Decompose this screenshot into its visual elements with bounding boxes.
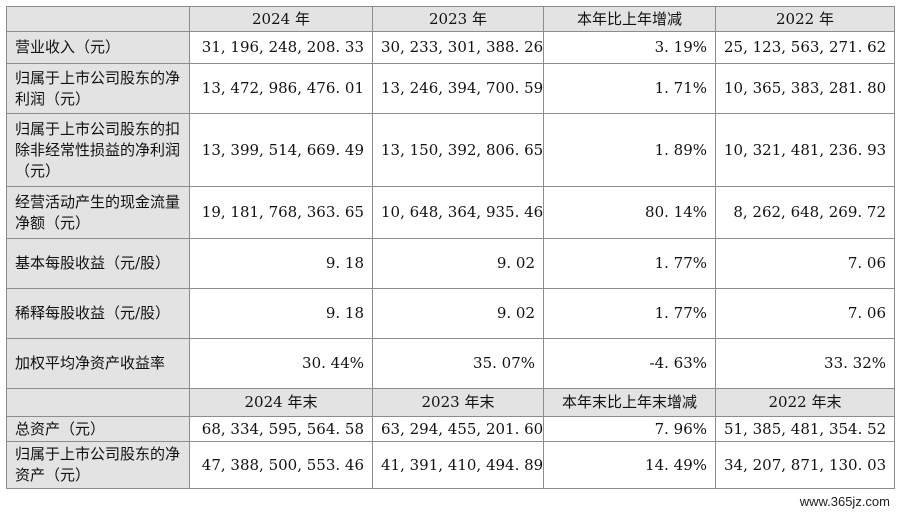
value-2022: 7. 06 [715, 238, 895, 289]
value-2024: 13, 472, 986, 476. 01 [189, 63, 373, 114]
table-row: 经营活动产生的现金流量净额（元） 19, 181, 768, 363. 65 1… [6, 186, 895, 239]
header-cell-change: 本年比上年增减 [543, 6, 716, 32]
value-2022: 33. 32% [715, 338, 895, 389]
value-change: 1. 71% [543, 63, 716, 114]
header-cell-blank [6, 6, 190, 32]
value-2023: 10, 648, 364, 935. 46 [372, 186, 544, 239]
value-change-end: 7. 96% [543, 416, 716, 442]
row-label: 归属于上市公司股东的净利润（元） [6, 63, 190, 114]
header-cell-2022: 2022 年 [715, 6, 895, 32]
row-label: 经营活动产生的现金流量净额（元） [6, 186, 190, 239]
header-cell-2024-end: 2024 年末 [189, 388, 373, 417]
value-2023: 30, 233, 301, 388. 26 [372, 31, 544, 64]
value-2024: 9. 18 [189, 288, 373, 339]
row-label: 加权平均净资产收益率 [6, 338, 190, 389]
value-2023: 9. 02 [372, 238, 544, 289]
value-2024-end: 47, 388, 500, 553. 46 [189, 441, 373, 489]
header-cell-2022-end: 2022 年末 [715, 388, 895, 417]
value-2024: 19, 181, 768, 363. 65 [189, 186, 373, 239]
value-2023: 35. 07% [372, 338, 544, 389]
header-cell-blank [6, 388, 190, 417]
value-change-end: 14. 49% [543, 441, 716, 489]
value-change: 80. 14% [543, 186, 716, 239]
row-label: 基本每股收益（元/股） [6, 238, 190, 289]
header-cell-change-end: 本年末比上年末增减 [543, 388, 716, 417]
watermark-text: www.365jz.com [797, 494, 892, 509]
row-label: 稀释每股收益（元/股） [6, 288, 190, 339]
value-change: 3. 19% [543, 31, 716, 64]
value-2024: 13, 399, 514, 669. 49 [189, 113, 373, 187]
value-2023: 13, 150, 392, 806. 65 [372, 113, 544, 187]
value-2022: 10, 321, 481, 236. 93 [715, 113, 895, 187]
value-2022-end: 51, 385, 481, 354. 52 [715, 416, 895, 442]
value-2023: 9. 02 [372, 288, 544, 339]
header-row-yearend: 2024 年末 2023 年末 本年末比上年末增减 2022 年末 [6, 388, 895, 417]
value-2024-end: 68, 334, 595, 564. 58 [189, 416, 373, 442]
value-2022: 7. 06 [715, 288, 895, 339]
table-row: 基本每股收益（元/股） 9. 18 9. 02 1. 77% 7. 06 [6, 238, 895, 289]
header-cell-2023: 2023 年 [372, 6, 544, 32]
value-2022: 25, 123, 563, 271. 62 [715, 31, 895, 64]
table-row: 归属于上市公司股东的净资产（元） 47, 388, 500, 553. 46 4… [6, 441, 895, 489]
table-row: 加权平均净资产收益率 30. 44% 35. 07% -4. 63% 33. 3… [6, 338, 895, 389]
value-2022-end: 34, 207, 871, 130. 03 [715, 441, 895, 489]
row-label: 总资产（元） [6, 416, 190, 442]
financial-summary-table: 2024 年 2023 年 本年比上年增减 2022 年 营业收入（元） 31,… [6, 6, 895, 489]
header-cell-2023-end: 2023 年末 [372, 388, 544, 417]
row-label: 归属于上市公司股东的净资产（元） [6, 441, 190, 489]
table-row: 稀释每股收益（元/股） 9. 18 9. 02 1. 77% 7. 06 [6, 288, 895, 339]
value-change: 1. 77% [543, 238, 716, 289]
value-2023: 13, 246, 394, 700. 59 [372, 63, 544, 114]
value-2024: 31, 196, 248, 208. 33 [189, 31, 373, 64]
table-row: 归属于上市公司股东的扣除非经常性损益的净利润（元） 13, 399, 514, … [6, 113, 895, 187]
row-label: 归属于上市公司股东的扣除非经常性损益的净利润（元） [6, 113, 190, 187]
value-2022: 8, 262, 648, 269. 72 [715, 186, 895, 239]
table-row: 总资产（元） 68, 334, 595, 564. 58 63, 294, 45… [6, 416, 895, 442]
value-2022: 10, 365, 383, 281. 80 [715, 63, 895, 114]
value-change: 1. 77% [543, 288, 716, 339]
value-change: 1. 89% [543, 113, 716, 187]
row-label: 营业收入（元） [6, 31, 190, 64]
table-row: 营业收入（元） 31, 196, 248, 208. 33 30, 233, 3… [6, 31, 895, 64]
header-row-annual: 2024 年 2023 年 本年比上年增减 2022 年 [6, 6, 895, 32]
value-2024: 9. 18 [189, 238, 373, 289]
table-row: 归属于上市公司股东的净利润（元） 13, 472, 986, 476. 01 1… [6, 63, 895, 114]
header-cell-2024: 2024 年 [189, 6, 373, 32]
value-2023-end: 63, 294, 455, 201. 60 [372, 416, 544, 442]
value-change: -4. 63% [543, 338, 716, 389]
value-2024: 30. 44% [189, 338, 373, 389]
value-2023-end: 41, 391, 410, 494. 89 [372, 441, 544, 489]
